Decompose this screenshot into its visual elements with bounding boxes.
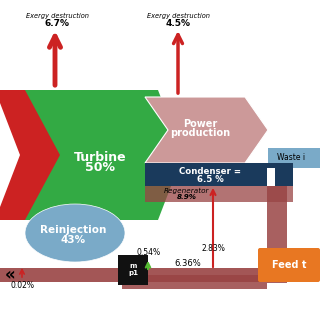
- Bar: [0, 268, 118, 282]
- Bar: [267, 168, 275, 186]
- Text: Exergy destruction: Exergy destruction: [147, 13, 210, 19]
- Polygon shape: [145, 97, 268, 163]
- Text: Feed t: Feed t: [272, 260, 306, 270]
- Text: 2.83%: 2.83%: [201, 244, 225, 252]
- Text: Regenerator: Regenerator: [164, 188, 210, 194]
- Text: Waste i: Waste i: [277, 153, 305, 162]
- Text: Turbine: Turbine: [74, 150, 126, 164]
- Text: Power: Power: [183, 119, 217, 129]
- Text: Exergy destruction: Exergy destruction: [26, 13, 89, 19]
- Polygon shape: [0, 90, 85, 220]
- Text: 0.54%: 0.54%: [137, 247, 161, 257]
- Text: Reinjection: Reinjection: [40, 225, 106, 235]
- Bar: [122, 275, 267, 289]
- Bar: [147, 268, 269, 282]
- Text: 6.36%: 6.36%: [175, 259, 201, 268]
- Text: 6.7%: 6.7%: [44, 19, 69, 28]
- Text: «: «: [5, 266, 16, 284]
- Polygon shape: [25, 90, 183, 220]
- FancyBboxPatch shape: [258, 248, 320, 282]
- Text: Condenser =: Condenser =: [179, 166, 241, 175]
- Text: 0.02%: 0.02%: [10, 282, 34, 291]
- Text: 4.5%: 4.5%: [165, 19, 190, 28]
- Text: production: production: [170, 128, 230, 138]
- Text: 50%: 50%: [85, 161, 115, 173]
- Text: m
p1: m p1: [128, 263, 138, 276]
- Bar: [145, 163, 293, 186]
- Bar: [118, 255, 148, 285]
- Text: 8.9%: 8.9%: [177, 194, 197, 200]
- Bar: [267, 163, 287, 283]
- Bar: [268, 148, 320, 168]
- Text: 43%: 43%: [60, 235, 85, 245]
- Text: 6.5 %: 6.5 %: [196, 174, 223, 183]
- Bar: [145, 186, 293, 202]
- Ellipse shape: [25, 204, 125, 262]
